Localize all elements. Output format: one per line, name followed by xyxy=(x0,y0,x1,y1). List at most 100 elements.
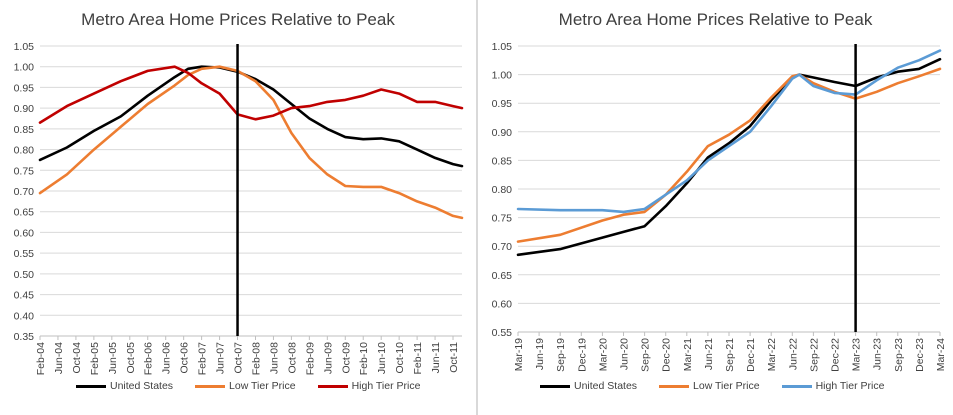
y-tick-label: 0.80 xyxy=(492,184,513,196)
y-tick-label: 0.60 xyxy=(492,298,513,310)
y-tick-label: 0.70 xyxy=(492,241,513,253)
y-tick-label: 0.75 xyxy=(492,213,513,225)
x-tick-label: Jun-04 xyxy=(53,342,65,374)
legend-swatch xyxy=(659,384,690,388)
y-tick-label: 0.60 xyxy=(14,227,35,239)
x-tick-label: Mar-21 xyxy=(682,338,694,371)
series-line-1 xyxy=(38,65,464,220)
x-tick-label: Jun-08 xyxy=(268,342,280,374)
x-tick-label: Jun-23 xyxy=(872,338,884,370)
y-tick-label: 0.35 xyxy=(14,331,35,343)
x-tick-label: Jun-20 xyxy=(619,338,631,370)
y-tick-label: 0.75 xyxy=(14,165,35,177)
x-tick-label: Sep-19 xyxy=(555,338,567,372)
x-tick-label: Feb-10 xyxy=(358,342,370,375)
x-tick-label: Feb-07 xyxy=(197,342,209,375)
x-tick-label: Jun-06 xyxy=(161,342,173,374)
x-tick-label: Sep-22 xyxy=(808,338,820,372)
legend-label: United States xyxy=(574,380,638,392)
x-tick-label: Jun-21 xyxy=(703,338,715,370)
x-tick-label: Dec-22 xyxy=(830,338,842,372)
series-line-2 xyxy=(516,49,942,214)
y-tick-label: 0.90 xyxy=(492,127,513,139)
legend-swatch xyxy=(195,384,226,388)
legend-item-high-tier: High Tier Price xyxy=(317,380,421,392)
chart-plot: 1.05 1.00 0.95 0.90 0.85 0.80 0.75 0.70 0.65 0.60… xyxy=(14,41,464,375)
legend-item-low-tier: Low Tier Price xyxy=(195,380,296,392)
x-tick-label: Dec-20 xyxy=(661,338,673,372)
x-tick-label: Sep-23 xyxy=(893,338,905,372)
legend-label: High Tier Price xyxy=(351,380,421,392)
legend-label: Low Tier Price xyxy=(229,380,296,392)
x-tick-label: Jun-22 xyxy=(787,338,799,370)
x-tick-label: Oct-09 xyxy=(340,342,352,374)
y-tick-label: 1.00 xyxy=(14,62,35,74)
x-tick-label: Jun-19 xyxy=(534,338,546,370)
x-tick-label: Mar-19 xyxy=(513,338,525,371)
chart-title: Metro Area Home Prices Relative to Peak xyxy=(558,10,873,29)
x-tick-label: Dec-19 xyxy=(576,338,588,372)
x-tick-label: Mar-22 xyxy=(766,338,778,371)
x-tick-label: Oct-05 xyxy=(125,342,137,374)
x-tick-label: Oct-10 xyxy=(394,342,406,374)
y-tick-label: 0.70 xyxy=(14,186,35,198)
y-tick-label: 0.55 xyxy=(14,248,35,260)
x-tick-label: Feb-08 xyxy=(250,342,262,375)
y-tick-label: 0.85 xyxy=(14,124,35,136)
x-tick-label: Feb-06 xyxy=(143,342,155,375)
x-tick-label: Oct-04 xyxy=(71,342,83,374)
chart-title: Metro Area Home Prices Relative to Peak xyxy=(81,10,395,29)
x-tick-label: Jun-05 xyxy=(107,342,119,374)
legend-label: United States xyxy=(110,380,174,392)
series-line-0 xyxy=(38,65,464,168)
legend-swatch xyxy=(317,384,348,388)
legend-swatch xyxy=(540,384,570,388)
x-tick-label: Sep-21 xyxy=(724,338,736,372)
x-tick-label: Mar-24 xyxy=(935,338,947,371)
x-tick-label: Feb-04 xyxy=(35,342,47,375)
y-tick-label: 0.95 xyxy=(492,98,513,110)
panel-divider xyxy=(476,0,478,415)
x-tick-label: Oct-06 xyxy=(179,342,191,374)
y-tick-label: 0.90 xyxy=(14,103,35,115)
chart-panel-2004-2011: Metro Area Home Prices Relative to Peak … xyxy=(0,0,476,415)
y-tick-label: 0.65 xyxy=(492,270,513,282)
legend-label: High Tier Price xyxy=(815,380,885,392)
chart-legend: United States Low Tier Price High Tier P… xyxy=(76,380,442,392)
x-tick-label: Mar-23 xyxy=(851,338,863,371)
legend-label: Low Tier Price xyxy=(693,380,760,392)
x-tick-label: Oct-07 xyxy=(233,342,245,374)
x-tick-label: Jun-07 xyxy=(215,342,227,374)
x-tick-label: Jun-09 xyxy=(322,342,334,374)
x-tick-label: Mar-20 xyxy=(597,338,609,371)
x-tick-label: Sep-20 xyxy=(640,338,652,372)
x-tick-label: Feb-05 xyxy=(89,342,101,375)
x-tick-label: Dec-23 xyxy=(914,338,926,372)
legend-item-low-tier: Low Tier Price xyxy=(659,380,760,392)
x-tick-label: Jun-11 xyxy=(430,342,442,373)
y-tick-label: 0.40 xyxy=(14,310,35,322)
legend-item-united-states: United States xyxy=(76,380,173,392)
y-tick-label: 0.50 xyxy=(14,269,35,281)
x-tick-label: Jun-10 xyxy=(376,342,388,374)
y-tick-label: 1.00 xyxy=(492,70,513,82)
chart-panel-2019-2024: Metro Area Home Prices Relative to Peak … xyxy=(478,0,953,415)
y-tick-label: 0.45 xyxy=(14,290,35,302)
x-tick-label: Feb-11 xyxy=(412,342,424,375)
chart-plot: 1.05 1.00 0.95 0.90 0.85 0.80 0.75 0.70 0.65 0.60… xyxy=(492,41,947,372)
y-tick-label: 0.95 xyxy=(14,82,35,94)
legend-item-high-tier: High Tier Price xyxy=(781,380,885,392)
series-line-1 xyxy=(516,67,942,243)
x-tick-label: Dec-21 xyxy=(745,338,757,372)
legend-item-united-states: United States xyxy=(540,380,637,392)
series-line-2 xyxy=(38,65,464,124)
x-tick-label: Oct-08 xyxy=(286,342,298,374)
legend-swatch xyxy=(781,384,812,388)
y-tick-label: 0.80 xyxy=(14,145,35,157)
y-tick-label: 0.65 xyxy=(14,207,35,219)
y-tick-label: 0.55 xyxy=(492,327,513,339)
x-tick-label: Feb-09 xyxy=(304,342,316,375)
y-tick-label: 1.05 xyxy=(492,41,513,53)
series-line-0 xyxy=(516,57,942,257)
